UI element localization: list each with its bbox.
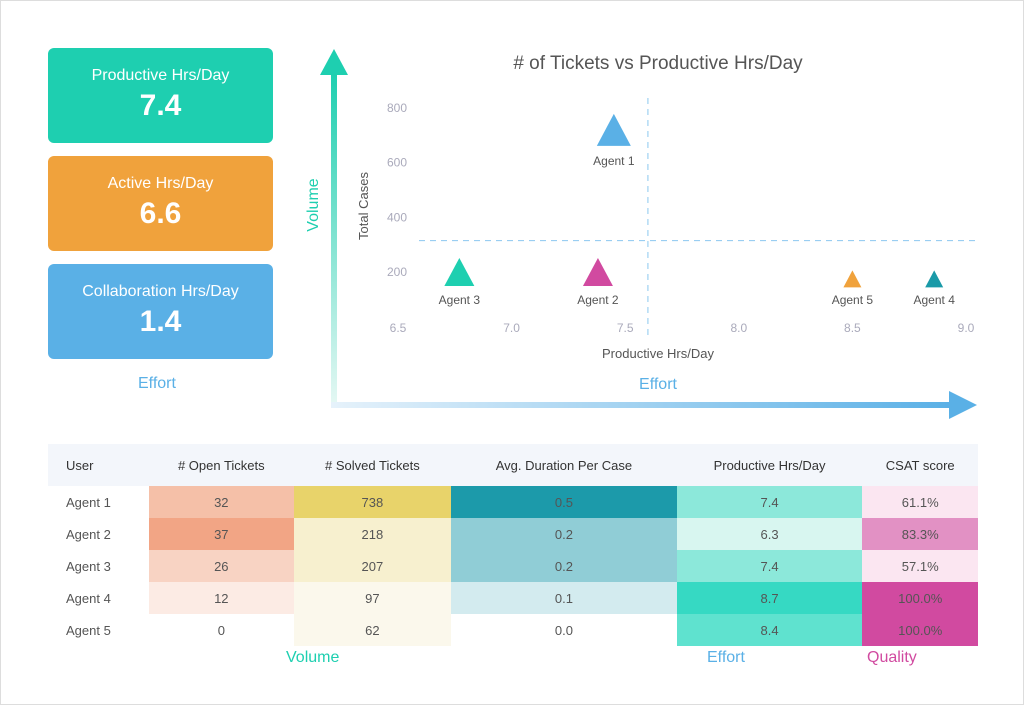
- data-point-marker[interactable]: [925, 270, 944, 288]
- user-cell: Agent 5: [66, 622, 111, 638]
- column-header: # Open Tickets: [149, 444, 294, 486]
- table-row: Agent 4 12 97 0.1 8.7 100.0%: [48, 582, 978, 614]
- data-point-marker[interactable]: [444, 258, 475, 286]
- column-header: Productive Hrs/Day: [676, 444, 863, 486]
- table-cell: 32: [149, 486, 294, 518]
- table-row: Agent 1 32 738 0.5 7.4 61.1%: [48, 486, 978, 518]
- volume-axis-arrow: [331, 73, 337, 407]
- table-cell: 0.2: [451, 518, 677, 550]
- kpi-card: Active Hrs/Day 6.6: [48, 156, 273, 251]
- table-cell: 97: [293, 582, 452, 614]
- column-header: User: [48, 444, 149, 486]
- user-cell: Agent 3: [66, 558, 111, 574]
- kpi-effort-label: Effort: [138, 375, 176, 392]
- table-cell: 83.3%: [862, 518, 978, 550]
- table-cell: 57.1%: [862, 550, 978, 582]
- volume-arrow-head-icon: [320, 49, 348, 75]
- table-cell: 7.4: [676, 486, 863, 518]
- table-cell: 0: [149, 614, 294, 646]
- user-cell: Agent 4: [66, 590, 111, 606]
- data-point-label: Agent 2: [577, 293, 619, 307]
- table-row: Agent 3 26 207 0.2 7.4 57.1%: [48, 550, 978, 582]
- data-point-label: Agent 4: [914, 293, 956, 307]
- x-tick-label: 9.0: [958, 321, 975, 335]
- data-point-label: Agent 5: [832, 293, 874, 307]
- data-point-marker[interactable]: [582, 258, 613, 286]
- y-tick-label: 200: [387, 265, 407, 279]
- data-point-label: Agent 1: [593, 154, 635, 168]
- x-tick-label: 7.0: [503, 321, 520, 335]
- x-axis-label: Productive Hrs/Day: [602, 346, 714, 361]
- y-tick-label: 600: [387, 156, 407, 170]
- table-cell: 26: [149, 550, 294, 582]
- effort-arrow-head-icon: [949, 391, 977, 419]
- table-cell: 7.4: [676, 550, 863, 582]
- column-header: # Solved Tickets: [293, 444, 452, 486]
- table-cell: 100.0%: [862, 614, 978, 646]
- kpi-title: Collaboration Hrs/Day: [82, 283, 239, 300]
- table-cell: 0.2: [451, 550, 677, 582]
- y-tick-label: 800: [387, 101, 407, 115]
- table-effort-label: Effort: [707, 649, 745, 666]
- user-cell: Agent 1: [66, 494, 111, 510]
- kpi-title: Active Hrs/Day: [107, 175, 214, 192]
- x-tick-label: 8.5: [844, 321, 861, 335]
- y-tick-label: 400: [387, 210, 407, 224]
- table-cell: 37: [149, 518, 294, 550]
- table-cell: 12: [149, 582, 294, 614]
- table-cell: 218: [293, 518, 452, 550]
- kpi-value: 1.4: [139, 305, 182, 338]
- kpi-value: 6.6: [139, 197, 182, 230]
- volume-axis-label: Volume: [305, 178, 322, 231]
- effort-axis-arrow: [331, 402, 951, 408]
- column-header: CSAT score: [862, 444, 978, 486]
- table-cell: 6.3: [676, 518, 863, 550]
- x-tick-label: 6.5: [390, 321, 407, 335]
- table-cell: 0.5: [451, 486, 677, 518]
- table-volume-label: Volume: [286, 649, 340, 666]
- column-header: Avg. Duration Per Case: [451, 444, 677, 486]
- data-point-label: Agent 3: [439, 293, 481, 307]
- user-cell: Agent 2: [66, 526, 111, 542]
- table-cell: 100.0%: [862, 582, 978, 614]
- table-row: Agent 2 37 218 0.2 6.3 83.3%: [48, 518, 978, 550]
- table-cell: 207: [293, 550, 452, 582]
- x-tick-label: 8.0: [730, 321, 747, 335]
- chart-title: # of Tickets vs Productive Hrs/Day: [513, 53, 803, 74]
- table-cell: 738: [293, 486, 452, 518]
- table-row: Agent 5 0 62 0.0 8.4 100.0%: [48, 614, 978, 646]
- effort-axis-label: Effort: [639, 376, 678, 393]
- table-cell: 62: [293, 614, 452, 646]
- x-tick-label: 7.5: [617, 321, 634, 335]
- scatter-chart: Volume Effort # of Tickets vs Productive…: [305, 49, 977, 419]
- table-quality-label: Quality: [867, 649, 917, 666]
- agent-table: User # Open Tickets # Solved Tickets Avg. D…: [48, 444, 978, 646]
- data-point-marker[interactable]: [596, 113, 631, 146]
- table-cell: 0.0: [451, 614, 677, 646]
- y-axis-label: Total Cases: [356, 172, 371, 240]
- table-cell: 8.4: [676, 614, 863, 646]
- table-cell: 0.1: [451, 582, 677, 614]
- kpi-value: 7.4: [139, 89, 182, 122]
- kpi-title: Productive Hrs/Day: [91, 67, 230, 84]
- table-cell: 61.1%: [862, 486, 978, 518]
- kpi-card: Productive Hrs/Day 7.4: [48, 48, 273, 143]
- table-cell: 8.7: [676, 582, 863, 614]
- kpi-card: Collaboration Hrs/Day 1.4: [48, 264, 273, 359]
- data-point-marker[interactable]: [843, 270, 862, 288]
